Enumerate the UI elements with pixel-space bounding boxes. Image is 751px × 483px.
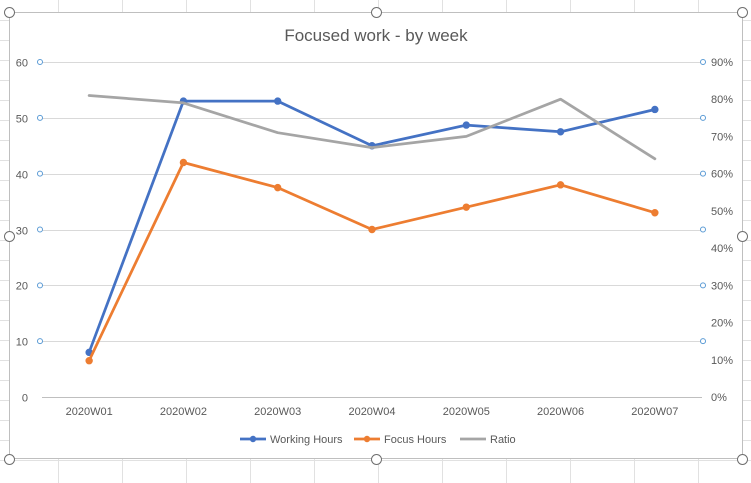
focus-hours-point[interactable] bbox=[462, 203, 470, 211]
chart-title: Focused work - by week bbox=[284, 26, 468, 45]
focus-hours-point[interactable] bbox=[85, 357, 93, 365]
legend: Working Hours Focus Hours Ratio bbox=[240, 434, 516, 446]
focus-hours-point[interactable] bbox=[556, 181, 565, 189]
legend-label-ratio: Ratio bbox=[490, 434, 516, 446]
working-hours-point[interactable] bbox=[556, 128, 565, 136]
right-axis-tick-label: 40% bbox=[711, 243, 733, 255]
gridlines bbox=[42, 62, 702, 398]
x-axis-tick-label: 2020W01 bbox=[66, 406, 113, 418]
left-axis-tick-label: 0 bbox=[22, 393, 28, 405]
resize-handle-bottom-right[interactable] bbox=[737, 454, 748, 465]
resize-handle-right[interactable] bbox=[737, 231, 748, 242]
left-axis-handle[interactable] bbox=[37, 226, 43, 233]
resize-handle-bottom[interactable] bbox=[371, 454, 382, 465]
resize-handle-top-right[interactable] bbox=[737, 7, 748, 18]
right-axis-ticks: 0% 10% 20% 30% 40% 50% 60% 70% 80% 90% bbox=[711, 57, 733, 404]
working-hours-point[interactable] bbox=[274, 97, 282, 105]
x-axis-tick-label: 2020W04 bbox=[348, 406, 395, 418]
focus-hours-point[interactable] bbox=[274, 183, 282, 192]
ratio-line[interactable] bbox=[87, 94, 657, 161]
resize-handle-bottom-left[interactable] bbox=[4, 454, 15, 465]
left-axis-handle[interactable] bbox=[37, 114, 43, 121]
focus-hours-line[interactable] bbox=[87, 161, 657, 363]
right-axis-handle[interactable] bbox=[700, 114, 706, 121]
left-axis-tick-label: 40 bbox=[16, 170, 28, 182]
right-axis-tick-label: 0% bbox=[711, 392, 727, 404]
left-axis-tick-label: 20 bbox=[16, 281, 28, 293]
right-axis-handle[interactable] bbox=[700, 170, 706, 177]
left-axis-handle[interactable] bbox=[37, 170, 43, 177]
right-axis-handle[interactable] bbox=[700, 338, 706, 345]
axis-selection-handles bbox=[37, 59, 706, 345]
legend-marker-working-hours bbox=[249, 435, 257, 443]
left-axis-handle[interactable] bbox=[37, 282, 43, 289]
right-axis-tick-label: 60% bbox=[711, 169, 733, 181]
right-axis-tick-label: 80% bbox=[711, 94, 733, 106]
focus-hours-point[interactable] bbox=[651, 209, 659, 217]
x-axis-tick-label: 2020W05 bbox=[443, 406, 490, 418]
focus-hours-point[interactable] bbox=[368, 225, 376, 234]
left-axis-tick-label: 60 bbox=[16, 58, 28, 70]
focus-hours-point[interactable] bbox=[179, 158, 188, 167]
left-axis-ticks: 0 10 20 30 40 50 60 bbox=[16, 58, 28, 405]
x-axis-tick-label: 2020W06 bbox=[537, 406, 584, 418]
right-axis-tick-label: 70% bbox=[711, 131, 733, 143]
working-hours-point[interactable] bbox=[462, 121, 470, 129]
right-axis-tick-label: 90% bbox=[711, 57, 733, 69]
series-lines bbox=[85, 94, 659, 365]
x-axis-ticks: 2020W01 2020W02 2020W03 2020W04 2020W05 2020W… bbox=[66, 406, 679, 418]
right-axis-handle[interactable] bbox=[700, 282, 706, 289]
resize-handle-top[interactable] bbox=[371, 7, 382, 18]
resize-handle-top-left[interactable] bbox=[4, 7, 15, 18]
x-axis-tick-label: 2020W07 bbox=[631, 406, 678, 418]
left-axis-tick-label: 50 bbox=[16, 114, 28, 126]
right-axis-handle[interactable] bbox=[700, 226, 706, 233]
x-axis-tick-label: 2020W02 bbox=[160, 406, 207, 418]
left-axis-tick-label: 10 bbox=[16, 337, 28, 349]
right-axis-tick-label: 10% bbox=[711, 355, 733, 367]
left-axis-handle[interactable] bbox=[37, 59, 43, 65]
resize-handle-left[interactable] bbox=[4, 231, 15, 242]
legend-label-focus-hours: Focus Hours bbox=[384, 434, 447, 446]
right-axis-handle[interactable] bbox=[700, 59, 706, 65]
left-axis-handle[interactable] bbox=[37, 338, 43, 345]
x-axis-tick-label: 2020W03 bbox=[254, 406, 301, 418]
right-axis-tick-label: 30% bbox=[711, 280, 733, 292]
legend-marker-focus-hours bbox=[363, 435, 371, 443]
legend-label-working-hours: Working Hours bbox=[270, 434, 343, 446]
left-axis-tick-label: 30 bbox=[16, 226, 28, 238]
right-axis-tick-label: 20% bbox=[711, 318, 733, 330]
right-axis-tick-label: 50% bbox=[711, 206, 733, 218]
working-hours-point[interactable] bbox=[651, 105, 659, 114]
